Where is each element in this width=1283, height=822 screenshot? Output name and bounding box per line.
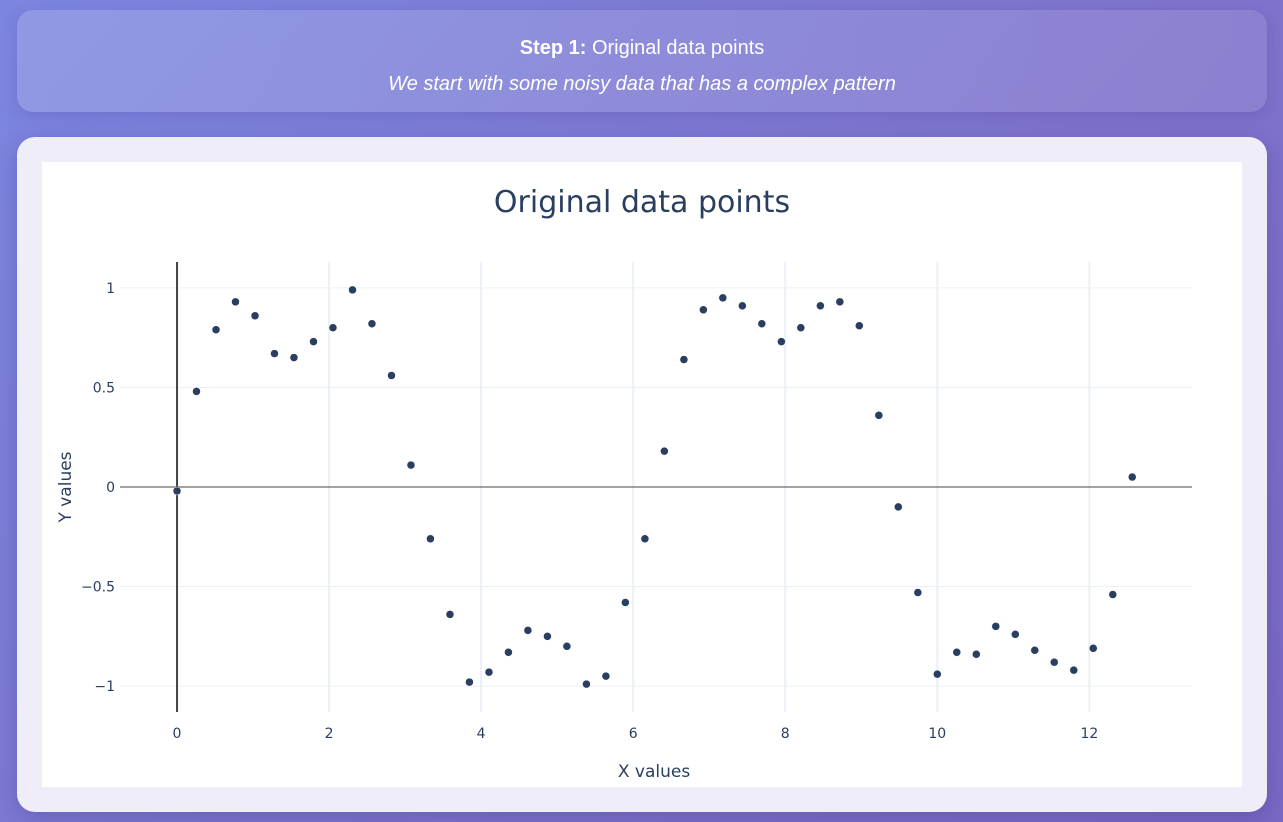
- data-point[interactable]: [367, 319, 377, 328]
- data-point[interactable]: [387, 371, 396, 380]
- data-point[interactable]: [309, 337, 318, 346]
- data-point[interactable]: [289, 353, 299, 362]
- x-tick-label: 6: [629, 726, 638, 742]
- y-tick-label: 1: [106, 281, 115, 297]
- data-point[interactable]: [504, 648, 513, 657]
- data-point[interactable]: [250, 311, 260, 321]
- data-point[interactable]: [426, 534, 435, 544]
- data-point[interactable]: [660, 446, 669, 456]
- y-tick-label: 0: [106, 480, 115, 496]
- data-point[interactable]: [894, 502, 903, 512]
- y-tick-label: −1: [94, 679, 115, 695]
- data-point[interactable]: [445, 610, 455, 619]
- step-subtitle: We start with some noisy data that has a…: [388, 73, 896, 95]
- chart-container: 0 2 4 6 8 10 12 −1 −0.5 0 0.5 1 Original data point…: [42, 162, 1242, 787]
- step-banner: Step 1: Original data points We start wi…: [17, 10, 1267, 112]
- data-point[interactable]: [562, 642, 572, 651]
- x-tick-label: 8: [781, 726, 790, 742]
- step-heading: Step 1: Original data points: [17, 36, 1267, 60]
- y-tick-label: −0.5: [81, 580, 115, 596]
- data-point[interactable]: [406, 460, 416, 470]
- axes: [120, 262, 1192, 712]
- data-point[interactable]: [972, 650, 981, 659]
- x-axis-label: X values: [618, 762, 690, 782]
- x-tick-label: 4: [477, 726, 486, 742]
- data-point[interactable]: [874, 411, 884, 420]
- data-point[interactable]: [465, 677, 474, 687]
- data-point[interactable]: [484, 667, 494, 677]
- data-point[interactable]: [1108, 590, 1118, 599]
- data-point[interactable]: [231, 297, 240, 307]
- data-point[interactable]: [757, 319, 767, 328]
- data-point[interactable]: [1127, 472, 1137, 482]
- data-point[interactable]: [933, 669, 942, 679]
- data-point[interactable]: [991, 622, 1001, 631]
- data-point[interactable]: [913, 588, 923, 597]
- data-point[interactable]: [192, 387, 201, 396]
- data-point[interactable]: [348, 285, 357, 295]
- x-tick-label: 0: [173, 726, 182, 742]
- x-tick-label: 12: [1080, 726, 1098, 742]
- data-point[interactable]: [328, 323, 338, 332]
- data-point[interactable]: [601, 671, 611, 681]
- data-point[interactable]: [1069, 665, 1079, 675]
- data-point[interactable]: [777, 337, 786, 346]
- y-tick-label: 0.5: [93, 380, 115, 396]
- data-point[interactable]: [699, 305, 708, 315]
- data-point[interactable]: [640, 534, 650, 544]
- data-point[interactable]: [1049, 657, 1059, 667]
- data-point[interactable]: [172, 486, 182, 496]
- data-point[interactable]: [718, 293, 728, 303]
- chart-card: 0 2 4 6 8 10 12 −1 −0.5 0 0.5 1 Original data point…: [17, 137, 1267, 812]
- data-point[interactable]: [523, 626, 533, 635]
- data-point[interactable]: [855, 321, 864, 330]
- data-point[interactable]: [952, 648, 962, 657]
- data-point[interactable]: [211, 325, 221, 334]
- tick-labels: 0 2 4 6 8 10 12 −1 −0.5 0 0.5 1: [81, 281, 1098, 742]
- data-point[interactable]: [582, 679, 591, 689]
- data-point[interactable]: [835, 297, 845, 307]
- chart-title: Original data points: [494, 185, 790, 220]
- data-points: [172, 285, 1137, 689]
- data-point[interactable]: [543, 632, 552, 641]
- data-point[interactable]: [679, 355, 689, 364]
- x-tick-label: 2: [325, 726, 334, 742]
- data-point[interactable]: [1011, 630, 1020, 639]
- data-point[interactable]: [1088, 644, 1098, 653]
- scatter-chart[interactable]: 0 2 4 6 8 10 12 −1 −0.5 0 0.5 1 Original data point…: [42, 162, 1242, 787]
- data-point[interactable]: [796, 323, 806, 332]
- data-point[interactable]: [621, 598, 630, 607]
- step-label: Step 1:: [519, 37, 587, 59]
- y-axis-label: Y values: [56, 451, 76, 523]
- data-point[interactable]: [1030, 646, 1040, 655]
- data-point[interactable]: [270, 349, 279, 358]
- data-point[interactable]: [816, 301, 825, 311]
- x-tick-label: 10: [928, 726, 946, 742]
- data-point[interactable]: [738, 301, 747, 311]
- step-title: Original data points: [591, 37, 765, 59]
